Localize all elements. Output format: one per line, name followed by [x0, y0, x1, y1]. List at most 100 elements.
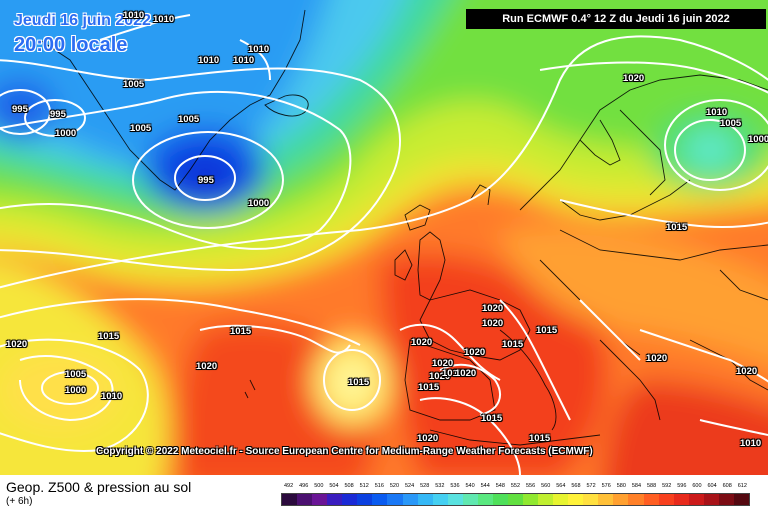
- color-legend: 492 496 500 504 508 512 516 520 524 528 532 536 540 5…: [281, 483, 750, 507]
- legend-swatch: [718, 494, 734, 505]
- legend-tick-labels: 492 496 500 504 508 512 516 520 524 528 532 536 540 5…: [281, 483, 750, 492]
- legend-tick-label: 604: [707, 483, 717, 489]
- isobar-label: 1020: [411, 337, 433, 348]
- isobar-label: 1010: [153, 14, 175, 25]
- legend-tick-label: 576: [601, 483, 611, 489]
- isobar-label: 1020: [482, 303, 504, 314]
- isobar-label: 1020: [482, 318, 504, 329]
- legend-swatch: [598, 494, 614, 505]
- isobar-label: 1020: [432, 358, 454, 369]
- legend-swatch: [282, 494, 298, 505]
- legend-tick-label: 556: [525, 483, 536, 489]
- isobar-label: 1000: [248, 198, 270, 209]
- legend-tick-label: 528: [420, 483, 430, 489]
- legend-swatch: [628, 494, 644, 505]
- chart-title: Geop. Z500 & pression au sol: [6, 479, 192, 495]
- isobar-label: 1020: [464, 347, 486, 358]
- legend-swatch: [658, 494, 674, 505]
- legend-swatch: [507, 494, 523, 505]
- legend-tick-label: 540: [465, 483, 475, 489]
- isobars: [0, 14, 768, 475]
- legend-swatch: [312, 494, 328, 505]
- legend-swatch: [688, 494, 704, 505]
- isobar-label: 1000: [65, 385, 87, 396]
- isobar-label: 1005: [123, 79, 145, 90]
- legend-tick-label: 588: [646, 483, 657, 489]
- legend-tick-label: 496: [299, 483, 309, 489]
- isobar-label: 1020: [623, 73, 645, 84]
- legend-swatch: [538, 494, 554, 505]
- isobar-label: 1015: [481, 413, 503, 424]
- legend-tick-label: 596: [677, 483, 687, 489]
- isobar-label: 1015: [348, 377, 370, 388]
- legend-swatch: [492, 494, 508, 505]
- model-run-info: Run ECMWF 0.4° 12 Z du Jeudi 16 juin 202…: [466, 9, 766, 29]
- isobar-label: 1015: [666, 222, 688, 233]
- legend-swatch: [523, 494, 539, 505]
- isobar-label: 1000: [55, 128, 77, 139]
- chart-footer: Geop. Z500 & pression au sol (+ 6h) 492 4…: [0, 475, 768, 512]
- legend-swatch: [583, 494, 599, 505]
- isobar-label: 1020: [646, 353, 668, 364]
- legend-tick-label: 600: [692, 483, 702, 489]
- legend-tick-label: 580: [616, 483, 626, 489]
- isobar-label: 1000: [748, 134, 768, 145]
- legend-tick-label: 612: [737, 483, 747, 489]
- legend-tick-label: 552: [510, 483, 521, 489]
- legend-swatch: [673, 494, 689, 505]
- isobar-label: 1015: [536, 325, 558, 336]
- geopotential-field: [0, 0, 768, 475]
- legend-tick-label: 492: [283, 483, 294, 489]
- isobar-label: 1010: [740, 438, 762, 449]
- isobar-label: 1010: [101, 391, 123, 402]
- copyright-notice: Copyright © 2022 Meteociel.fr - Source E…: [96, 446, 593, 457]
- legend-tick-label: 508: [344, 483, 354, 489]
- legend-swatch: [553, 494, 569, 505]
- isobar-label: 1005: [130, 123, 152, 134]
- isobar-label: 1015: [502, 339, 524, 350]
- legend-tick-label: 572: [586, 483, 596, 489]
- legend-tick-label: 536: [450, 483, 460, 489]
- legend-color-bar: [281, 493, 750, 506]
- legend-swatch: [402, 494, 418, 505]
- isobar-label: 1010: [123, 10, 145, 21]
- isobar-label: 1020: [196, 361, 218, 372]
- legend-tick-label: 524: [404, 483, 415, 489]
- legend-swatch: [297, 494, 313, 505]
- legend-swatch: [372, 494, 388, 505]
- legend-tick-label: 532: [435, 483, 445, 489]
- isobar-label: 1020: [453, 368, 475, 379]
- isobar-label: 1020: [429, 371, 451, 382]
- legend-tick-label: 548: [495, 483, 505, 489]
- isobar-label: 1010: [706, 107, 728, 118]
- isobar-label: 995: [198, 175, 214, 186]
- legend-swatch: [447, 494, 463, 505]
- legend-tick-label: 520: [389, 483, 400, 489]
- legend-swatch: [477, 494, 493, 505]
- legend-tick-label: 584: [631, 483, 642, 489]
- legend-swatch: [703, 494, 719, 505]
- legend-tick-label: 504: [329, 483, 339, 489]
- legend-tick-label: 560: [541, 483, 551, 489]
- legend-tick-label: 512: [359, 483, 369, 489]
- isobar-label: 1015: [230, 326, 252, 337]
- forecast-step: (+ 6h): [6, 496, 33, 507]
- legend-swatch: [462, 494, 478, 505]
- map-area: Jeudi 16 juin 2022 20:00 locale Run ECMW…: [0, 0, 768, 475]
- legend-swatch: [432, 494, 448, 505]
- isobar-label: 1020: [417, 433, 439, 444]
- legend-swatch: [387, 494, 403, 505]
- isobar-label: 1005: [178, 114, 200, 125]
- isobar-label: 1015: [98, 331, 120, 342]
- isobar-label: 1005: [65, 369, 87, 380]
- legend-tick-label: 608: [722, 483, 732, 489]
- isobar-label: 1010: [442, 368, 464, 379]
- legend-swatch: [568, 494, 584, 505]
- isobar-label: 1020: [455, 368, 477, 379]
- legend-tick-label: 568: [571, 483, 581, 489]
- isobar-label: 1015: [529, 433, 551, 444]
- legend-tick-label: 564: [556, 483, 566, 489]
- legend-tick-label: 592: [662, 483, 672, 489]
- legend-swatch: [357, 494, 373, 505]
